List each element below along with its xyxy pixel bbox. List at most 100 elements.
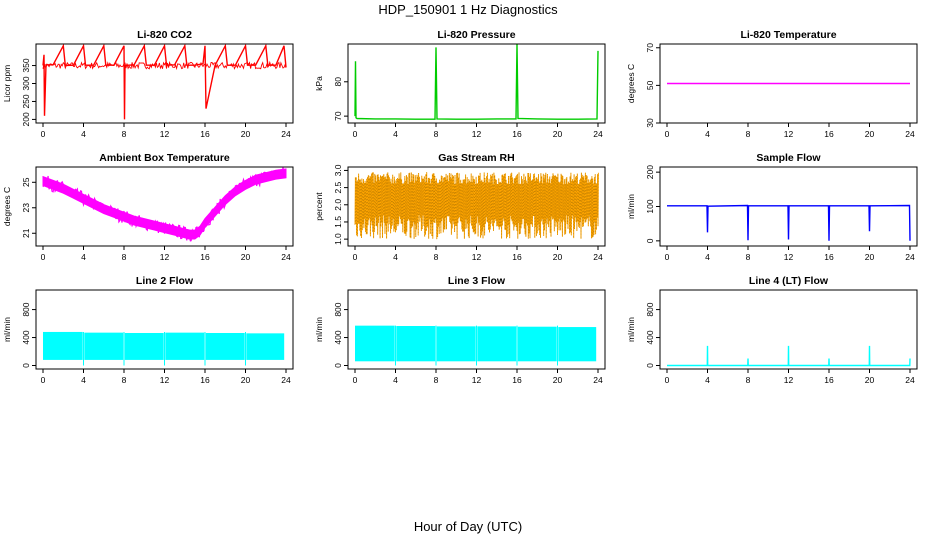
series-block [517, 326, 557, 362]
x-tick-label: 20 [241, 129, 251, 139]
series-block [436, 326, 476, 362]
y-tick-label: 3.0 [333, 164, 343, 176]
plot-frame [347, 43, 606, 124]
x-tick-label: 4 [393, 375, 398, 385]
x-tick-label: 0 [353, 252, 358, 262]
panel-ylabel: percent [314, 192, 324, 221]
x-tick-label: 4 [705, 252, 710, 262]
x-tick-label: 4 [81, 129, 86, 139]
x-tick-label: 8 [746, 129, 751, 139]
panel-title: Line 4 (LT) Flow [749, 275, 829, 287]
y-tick-label: 21 [21, 228, 31, 238]
x-tick-label: 24 [593, 375, 603, 385]
series-layer [354, 44, 599, 120]
x-tick-label: 0 [41, 129, 46, 139]
panel-ylabel: ml/min [2, 317, 12, 342]
series-block [477, 326, 517, 362]
y-tick-label: 100 [645, 199, 655, 213]
x-tick-label: 8 [434, 375, 439, 385]
y-tick-label: 400 [21, 330, 31, 344]
x-tick-label: 12 [160, 252, 170, 262]
panel-ylabel: kPa [314, 76, 324, 91]
x-tick-label: 16 [824, 129, 834, 139]
y-tick-label: 800 [645, 302, 655, 316]
series-line [42, 44, 287, 120]
x-tick-label: 20 [865, 252, 875, 262]
x-tick-label: 4 [705, 375, 710, 385]
x-tick-label: 0 [41, 375, 46, 385]
y-tick-label: 30 [645, 118, 655, 128]
panel-ylabel: degrees C [2, 187, 12, 226]
panel-title: Gas Stream RH [438, 152, 514, 164]
y-tick-label: 23 [21, 203, 31, 213]
x-tick-label: 16 [824, 252, 834, 262]
x-tick-label: 16 [200, 129, 210, 139]
x-tick-label: 12 [472, 375, 482, 385]
y-tick-label: 0 [645, 363, 655, 368]
x-tick-label: 24 [905, 252, 915, 262]
x-tick-label: 12 [472, 252, 482, 262]
x-tick-label: 16 [200, 252, 210, 262]
x-tick-label: 0 [665, 252, 670, 262]
series-line [667, 204, 911, 241]
series-layer [355, 325, 597, 366]
series-layer [667, 345, 911, 367]
x-tick-label: 8 [122, 375, 127, 385]
chart-panel: Li-820 CO2 Licor ppm 0 4 8 12 16 20 24 200 250 300 3… [2, 29, 294, 139]
series-block [205, 332, 245, 360]
x-tick-label: 16 [824, 375, 834, 385]
y-tick-label: 70 [645, 43, 655, 53]
series-line [354, 44, 599, 120]
x-tick-label: 4 [393, 129, 398, 139]
y-tick-label: 1.5 [333, 216, 343, 228]
y-tick-label: 200 [645, 165, 655, 179]
panel-title: Ambient Box Temperature [99, 152, 230, 164]
x-tick-label: 20 [553, 252, 563, 262]
series-noise [42, 60, 287, 71]
x-tick-label: 20 [865, 129, 875, 139]
x-tick-label: 24 [593, 129, 603, 139]
x-tick-label: 12 [160, 375, 170, 385]
x-tick-label: 24 [905, 129, 915, 139]
x-tick-label: 24 [281, 252, 291, 262]
x-tick-label: 24 [905, 375, 915, 385]
panel-ylabel: ml/min [626, 317, 636, 342]
x-tick-label: 8 [434, 129, 439, 139]
x-tick-label: 20 [553, 375, 563, 385]
x-tick-label: 24 [593, 252, 603, 262]
y-tick-label: 2.5 [333, 181, 343, 193]
y-tick-label: 50 [645, 80, 655, 90]
x-tick-label: 24 [281, 375, 291, 385]
x-tick-label: 0 [665, 129, 670, 139]
panel-title: Li-820 CO2 [137, 29, 192, 41]
plot-frame [35, 43, 294, 124]
series-block [246, 333, 285, 360]
x-tick-label: 24 [281, 129, 291, 139]
y-tick-label: 0 [645, 238, 655, 243]
chart-panel: Sample Flow ml/min 0 4 8 12 16 20 24 0 100 200 [626, 152, 918, 262]
series-layer [42, 167, 287, 242]
x-tick-label: 0 [353, 375, 358, 385]
x-tick-label: 12 [784, 252, 794, 262]
panel-ylabel: Licor ppm [2, 65, 12, 102]
x-tick-label: 0 [353, 129, 358, 139]
x-tick-label: 4 [81, 252, 86, 262]
series-block [396, 326, 436, 362]
series-block [355, 325, 395, 362]
panel-title: Line 3 Flow [448, 275, 506, 287]
panel-ylabel: ml/min [626, 194, 636, 219]
y-tick-label: 800 [21, 302, 31, 316]
series-block [558, 327, 597, 362]
x-tick-label: 12 [472, 129, 482, 139]
series-block [84, 332, 124, 360]
y-tick-label: 800 [333, 302, 343, 316]
x-tick-label: 16 [512, 129, 522, 139]
x-tick-label: 12 [784, 129, 794, 139]
chart-panel: Gas Stream RH percent 0 4 8 12 16 20 24 1.0 1.5 2.0… [314, 152, 606, 262]
panel-ylabel: ml/min [314, 317, 324, 342]
y-tick-label: 0 [21, 363, 31, 368]
panel-title: Li-820 Temperature [740, 29, 836, 41]
series-noise [42, 167, 286, 242]
x-tick-label: 12 [160, 129, 170, 139]
